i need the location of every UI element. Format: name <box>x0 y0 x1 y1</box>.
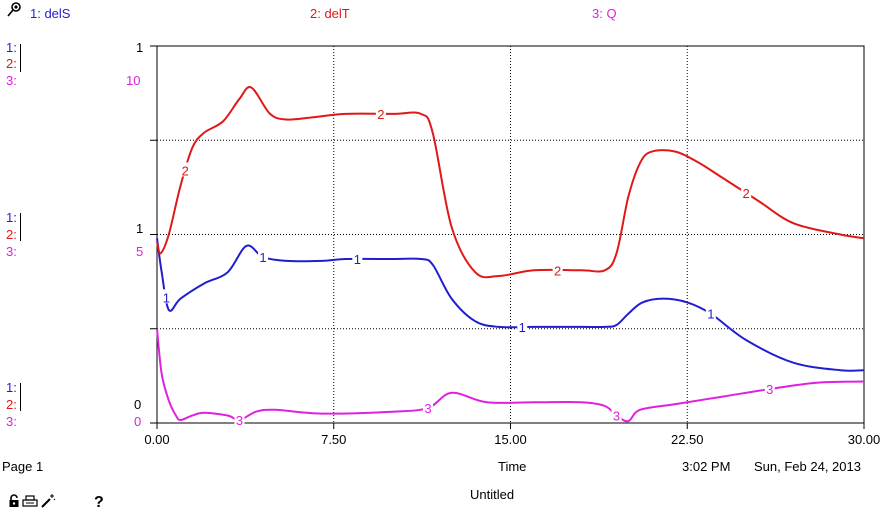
series-marker-bg <box>741 185 752 200</box>
series-line-delS <box>156 238 865 372</box>
series-marker-bg <box>705 305 716 320</box>
series-marker-delT: 2 <box>182 163 189 178</box>
scale-top-s3-label: 3: <box>6 73 17 88</box>
scale-mid-s1-label: 1: <box>6 210 17 225</box>
scale-bottom-bracket <box>20 383 23 411</box>
run-time: 3:02 PM <box>682 459 731 474</box>
series-marker-Q: 3 <box>424 401 431 416</box>
series-marker-bg <box>517 318 528 333</box>
scale-bottom-s3-value: 0 <box>134 414 142 429</box>
pushpin-icon[interactable] <box>6 2 22 21</box>
series-marker-delS: 1 <box>163 290 170 305</box>
scale-top-bracket <box>20 44 23 72</box>
series-line-Q <box>156 328 865 423</box>
series-marker-delT: 2 <box>554 263 561 278</box>
legend-series-2[interactable]: 2: delT <box>310 6 350 21</box>
scale-mid-s3-label: 3: <box>6 244 17 259</box>
series-marker-bg <box>423 399 434 414</box>
scale-mid-s3-value: 5 <box>136 244 144 259</box>
scale-mid-s2-label: 2: <box>6 227 17 242</box>
series-marker-delS: 1 <box>354 252 361 267</box>
scale-bottom-s3-label: 3: <box>6 414 17 429</box>
scale-top-s3-value: 10 <box>126 73 141 88</box>
series-marker-delS: 1 <box>707 307 714 322</box>
series-marker-bg <box>180 162 191 177</box>
scale-top-s1-value: 1 <box>136 40 144 55</box>
series-marker-bg <box>352 251 363 266</box>
page-label: Page 1 <box>2 459 44 474</box>
legend-series-3[interactable]: 3: Q <box>592 6 617 21</box>
series-marker-bg <box>258 249 269 264</box>
series-marker-delS: 1 <box>519 320 526 335</box>
x-axis-ticks: 0.00 7.50 15.00 22.50 30.00 <box>144 423 880 447</box>
run-date: Sun, Feb 24, 2013 <box>754 459 861 474</box>
scale-mid-bracket <box>20 213 23 241</box>
lock-icon[interactable] <box>8 494 20 511</box>
scale-bottom-s2-label: 2: <box>6 397 17 412</box>
series-marker-bg <box>611 407 622 422</box>
scale-mid-s1-value: 1 <box>136 221 144 236</box>
scale-top-s2-label: 2: <box>6 56 17 71</box>
legend-series-1[interactable]: 1: delS <box>30 6 71 21</box>
series-line-delT <box>156 86 865 279</box>
series-marker-bg <box>234 411 245 426</box>
series-marker-delS: 1 <box>259 250 266 265</box>
scale-top-s1-label: 1: <box>6 40 17 55</box>
series-marker-bg <box>161 289 172 304</box>
x-tick-label: 30.00 <box>848 432 881 447</box>
x-tick-label: 0.00 <box>144 432 169 447</box>
series-marker-delT: 2 <box>743 186 750 201</box>
line-chart: 1 1 1 1 1 2 2 2 2 3 3 3 3 0.00 7.50 15.00 22.50 30.00 <box>144 45 880 447</box>
x-tick-label: 15.00 <box>494 432 527 447</box>
series-marker-bg <box>375 105 386 120</box>
x-tick-label: 22.50 <box>671 432 704 447</box>
series-marker-Q: 3 <box>613 408 620 423</box>
scale-bottom-s1-value: 0 <box>134 397 142 412</box>
series-marker-bg <box>552 262 563 277</box>
scale-bottom-s1-label: 1: <box>6 380 17 395</box>
x-axis-title: Time <box>498 459 527 474</box>
print-icon[interactable] <box>22 495 38 512</box>
series-marker-delT: 2 <box>377 107 384 122</box>
x-tick-label: 7.50 <box>321 432 346 447</box>
series-marker-Q: 3 <box>236 413 243 428</box>
wand-icon[interactable] <box>40 493 56 512</box>
series-marker-Q: 3 <box>766 382 773 397</box>
series-markers: 1 1 1 1 1 2 2 2 2 3 3 3 3 <box>161 105 775 428</box>
help-button[interactable]: ? <box>94 494 104 511</box>
grid <box>150 45 865 424</box>
graph-title: Untitled <box>470 487 515 502</box>
series-marker-bg <box>764 381 775 396</box>
